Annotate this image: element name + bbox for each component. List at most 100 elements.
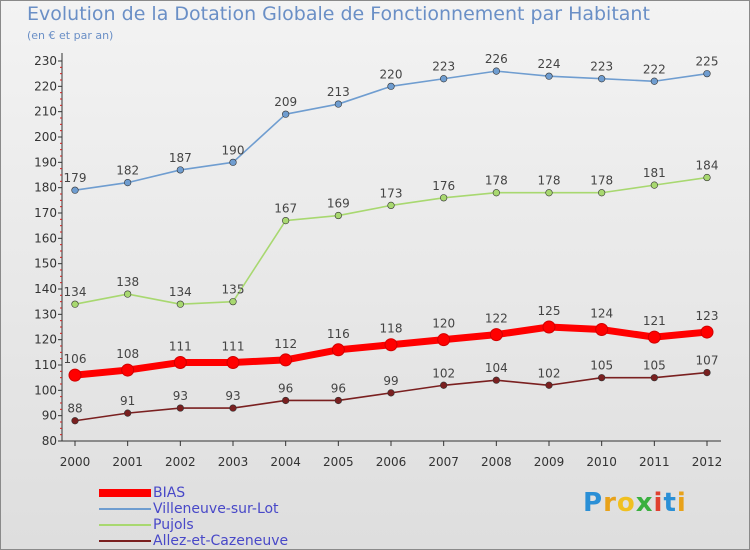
y-minor-tick bbox=[60, 168, 62, 170]
x-tick-label: 2006 bbox=[376, 455, 407, 469]
data-label: 93 bbox=[173, 389, 188, 403]
y-minor-tick bbox=[60, 117, 62, 119]
data-point bbox=[173, 355, 187, 369]
data-point bbox=[124, 290, 132, 298]
data-label: 112 bbox=[274, 337, 297, 351]
y-minor-tick bbox=[60, 301, 62, 303]
data-point bbox=[282, 217, 290, 225]
data-label: 209 bbox=[274, 95, 297, 109]
logo-letter: t bbox=[663, 488, 677, 518]
data-label: 178 bbox=[485, 174, 508, 188]
data-label: 123 bbox=[696, 309, 719, 323]
y-minor-tick bbox=[60, 155, 62, 157]
data-label: 93 bbox=[225, 389, 240, 403]
data-label: 178 bbox=[538, 174, 561, 188]
data-point bbox=[387, 82, 395, 90]
data-point bbox=[647, 330, 661, 344]
data-point bbox=[176, 300, 184, 308]
legend-swatch bbox=[99, 508, 151, 510]
data-point bbox=[121, 363, 135, 377]
data-point bbox=[545, 189, 553, 197]
legend-label: Allez-et-Cazeneuve bbox=[153, 533, 289, 549]
data-label: 105 bbox=[590, 359, 613, 373]
data-label: 176 bbox=[432, 179, 455, 193]
data-point bbox=[545, 72, 553, 80]
data-label: 190 bbox=[222, 143, 245, 157]
data-point bbox=[492, 376, 500, 384]
y-minor-tick bbox=[60, 282, 62, 284]
y-minor-tick bbox=[60, 294, 62, 296]
x-tick-label: 2010 bbox=[586, 455, 617, 469]
y-minor-tick bbox=[60, 402, 62, 404]
logo-letter: x bbox=[635, 488, 654, 518]
data-label: 104 bbox=[485, 361, 508, 375]
data-point bbox=[542, 320, 556, 334]
data-label: 134 bbox=[64, 285, 87, 299]
y-tick-label: 130 bbox=[34, 307, 57, 321]
legend-label: BIAS bbox=[153, 485, 186, 501]
data-point bbox=[124, 409, 132, 417]
data-point bbox=[440, 381, 448, 389]
y-tick-label: 210 bbox=[34, 105, 57, 119]
data-point bbox=[229, 158, 237, 166]
y-minor-tick bbox=[60, 193, 62, 195]
data-point bbox=[703, 173, 711, 182]
y-tick-label: 220 bbox=[34, 79, 57, 93]
data-label: 226 bbox=[485, 52, 508, 66]
y-minor-tick bbox=[60, 104, 62, 106]
data-label: 105 bbox=[643, 359, 666, 373]
data-label: 135 bbox=[222, 283, 245, 297]
data-point bbox=[124, 179, 132, 187]
data-point bbox=[700, 325, 714, 339]
y-minor-tick bbox=[60, 98, 62, 100]
y-tick-label: 160 bbox=[34, 231, 57, 245]
data-point bbox=[703, 70, 711, 78]
chart-subtitle: (en € et par an) bbox=[27, 29, 114, 42]
x-tick-label: 2001 bbox=[112, 455, 143, 469]
data-label: 111 bbox=[169, 339, 192, 353]
y-minor-tick bbox=[60, 225, 62, 227]
data-label: 220 bbox=[380, 67, 403, 81]
y-minor-tick bbox=[60, 199, 62, 201]
y-minor-tick bbox=[60, 269, 62, 271]
data-label: 169 bbox=[327, 197, 350, 211]
data-point bbox=[595, 323, 609, 337]
data-point bbox=[68, 368, 82, 382]
data-label: 187 bbox=[169, 151, 192, 165]
y-minor-tick bbox=[60, 332, 62, 334]
data-label: 184 bbox=[696, 159, 719, 173]
y-minor-tick bbox=[60, 358, 62, 360]
data-point bbox=[545, 381, 553, 389]
y-tick-label: 190 bbox=[34, 155, 57, 169]
data-label: 88 bbox=[67, 402, 82, 416]
data-label: 138 bbox=[116, 275, 139, 289]
data-label: 224 bbox=[538, 57, 561, 71]
y-minor-tick bbox=[60, 345, 62, 347]
data-point bbox=[334, 396, 342, 405]
data-point bbox=[598, 75, 606, 83]
y-minor-tick bbox=[60, 351, 62, 353]
data-point bbox=[387, 389, 395, 397]
data-label: 179 bbox=[64, 171, 87, 185]
y-minor-tick bbox=[60, 256, 62, 258]
y-minor-tick bbox=[60, 180, 62, 182]
data-point bbox=[71, 417, 79, 425]
logo-letter: r bbox=[603, 488, 617, 518]
y-tick-label: 120 bbox=[34, 333, 57, 347]
proxiti-logo: Proxiti bbox=[583, 488, 687, 518]
logo-letter: o bbox=[616, 488, 636, 518]
data-point bbox=[650, 77, 658, 85]
data-point bbox=[71, 186, 79, 194]
data-point bbox=[229, 404, 237, 412]
y-minor-tick bbox=[60, 79, 62, 81]
y-tick-label: 200 bbox=[34, 130, 57, 144]
logo-letter: i bbox=[653, 488, 664, 518]
data-label: 116 bbox=[327, 327, 350, 341]
x-tick-label: 2008 bbox=[481, 455, 512, 469]
y-minor-tick bbox=[60, 383, 62, 385]
y-minor-tick bbox=[60, 307, 62, 309]
y-tick-label: 90 bbox=[42, 409, 57, 423]
y-tick-label: 80 bbox=[42, 434, 57, 448]
data-label: 91 bbox=[120, 394, 135, 408]
data-label: 102 bbox=[538, 366, 561, 380]
